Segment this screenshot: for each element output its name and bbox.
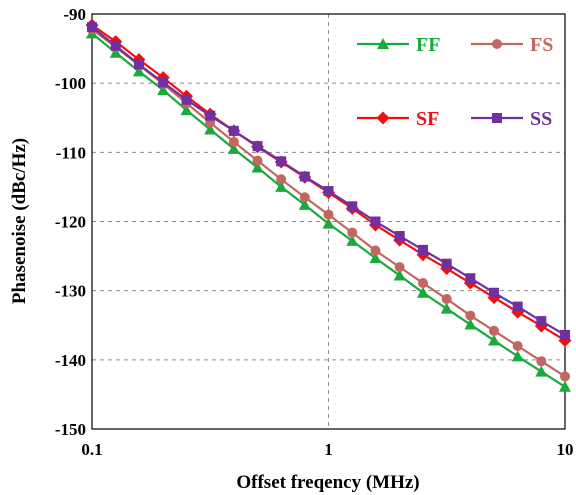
data-point-ss bbox=[133, 59, 144, 70]
data-point-ff bbox=[417, 286, 430, 298]
data-point-ss bbox=[228, 125, 239, 136]
y-tick-label: -100 bbox=[55, 74, 86, 93]
y-tick-label: -140 bbox=[55, 351, 86, 370]
data-point-ss bbox=[181, 94, 192, 105]
data-point-ss bbox=[441, 258, 452, 269]
data-point-fs bbox=[252, 155, 263, 166]
x-tick-label: 10 bbox=[557, 440, 574, 459]
legend: FF FS SF SS bbox=[357, 34, 553, 130]
data-point-ss bbox=[252, 141, 263, 152]
data-point-ss bbox=[323, 186, 334, 197]
legend-item-fs: FS bbox=[471, 34, 553, 56]
legend-marker bbox=[377, 38, 389, 49]
data-point-fs bbox=[276, 174, 287, 185]
y-axis-title: Phasenoise (dBc/Hz) bbox=[9, 138, 30, 304]
data-point-fs bbox=[512, 341, 523, 351]
data-point-fs bbox=[536, 356, 547, 367]
series-ss bbox=[87, 22, 570, 340]
data-point-ff bbox=[511, 350, 524, 362]
data-point-ff bbox=[488, 334, 501, 346]
legend-label: FS bbox=[530, 34, 553, 56]
data-point-ff bbox=[109, 46, 122, 58]
data-point-ff bbox=[251, 161, 264, 173]
data-point-ff bbox=[535, 365, 548, 377]
legend-label: SF bbox=[416, 108, 439, 130]
data-point-ff bbox=[204, 123, 217, 135]
data-point-ss bbox=[394, 231, 405, 242]
data-point-ss bbox=[110, 40, 121, 51]
y-tick-label: -90 bbox=[63, 5, 86, 24]
x-axis-title: Offset freqency (MHz) bbox=[236, 472, 419, 493]
data-point-ff bbox=[157, 84, 170, 96]
y-tick-label: -150 bbox=[55, 420, 86, 439]
data-point-ff bbox=[298, 198, 311, 210]
legend-item-sf: SF bbox=[357, 108, 439, 130]
data-point-ff bbox=[369, 252, 382, 264]
data-point-ss bbox=[299, 171, 310, 182]
data-point-fs bbox=[441, 293, 452, 304]
data-point-ss bbox=[560, 329, 570, 340]
series-layer bbox=[85, 18, 572, 392]
data-point-ss bbox=[158, 77, 169, 88]
data-point-ss bbox=[87, 22, 97, 33]
data-point-ff bbox=[132, 65, 145, 77]
data-point-fs bbox=[347, 227, 358, 238]
y-tick-label: -110 bbox=[56, 143, 86, 162]
grid-lines bbox=[92, 14, 565, 429]
data-point-ff bbox=[275, 180, 288, 192]
data-point-ss bbox=[536, 316, 547, 327]
legend-marker bbox=[376, 111, 390, 125]
tick-labels: -150 -140 -130 -120 -110 -100 -90 0.1 1 10 bbox=[55, 5, 574, 459]
data-point-fs bbox=[323, 209, 334, 220]
data-point-fs bbox=[489, 325, 500, 336]
data-point-ff bbox=[464, 318, 477, 330]
legend-label: FF bbox=[416, 34, 440, 56]
data-point-ff bbox=[346, 234, 359, 246]
legend-marker bbox=[492, 113, 502, 123]
data-point-fs bbox=[370, 245, 381, 256]
data-point-ss bbox=[512, 301, 523, 312]
data-point-fs bbox=[228, 136, 239, 147]
y-tick-label: -120 bbox=[55, 213, 86, 232]
data-point-ff bbox=[180, 104, 193, 116]
data-point-ff bbox=[393, 269, 406, 281]
data-point-ff bbox=[227, 142, 240, 154]
data-point-fs bbox=[560, 371, 570, 382]
data-point-ss bbox=[370, 216, 381, 227]
legend-label: SS bbox=[530, 108, 552, 130]
x-tick-label: 1 bbox=[324, 440, 333, 459]
data-point-ss bbox=[465, 273, 476, 284]
data-point-ss bbox=[489, 287, 500, 298]
data-point-ff bbox=[322, 217, 335, 229]
data-point-ss bbox=[276, 156, 287, 167]
plot-area bbox=[91, 13, 566, 430]
data-point-ss bbox=[347, 201, 358, 212]
data-point-fs bbox=[465, 310, 476, 321]
data-point-fs bbox=[299, 192, 310, 203]
x-tick-label: 0.1 bbox=[81, 440, 102, 459]
data-point-fs bbox=[394, 262, 405, 273]
legend-item-ff: FF bbox=[357, 34, 440, 56]
data-point-ss bbox=[418, 244, 429, 255]
data-point-ff bbox=[440, 302, 453, 314]
series-ff bbox=[86, 27, 571, 392]
legend-item-ss: SS bbox=[471, 108, 552, 130]
y-tick-label: -130 bbox=[55, 282, 86, 301]
data-point-ff bbox=[559, 380, 571, 392]
data-point-ss bbox=[205, 110, 216, 121]
legend-marker bbox=[492, 39, 502, 49]
data-point-fs bbox=[418, 278, 429, 289]
